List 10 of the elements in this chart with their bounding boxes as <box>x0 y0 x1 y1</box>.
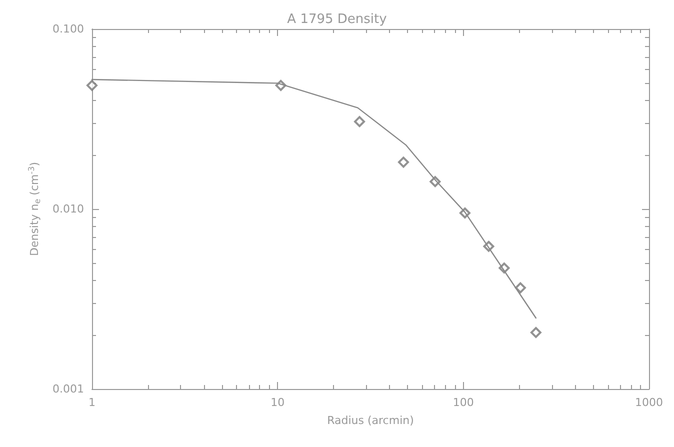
x-axis-title: Radius (arcmin) <box>327 414 414 427</box>
x-tick-label: 1 <box>88 396 96 409</box>
x-tick-label: 10 <box>270 396 285 409</box>
y-tick-label: 0.001 <box>52 382 84 396</box>
y-tick-label: 0.010 <box>52 202 84 216</box>
y-axis-title: Density ne (cm-3) <box>27 162 42 256</box>
y-tick-label: 0.100 <box>52 22 84 36</box>
x-tick-label: 1000 <box>635 396 664 409</box>
x-tick-label: 100 <box>452 396 474 409</box>
chart-title: A 1795 Density <box>287 12 388 27</box>
